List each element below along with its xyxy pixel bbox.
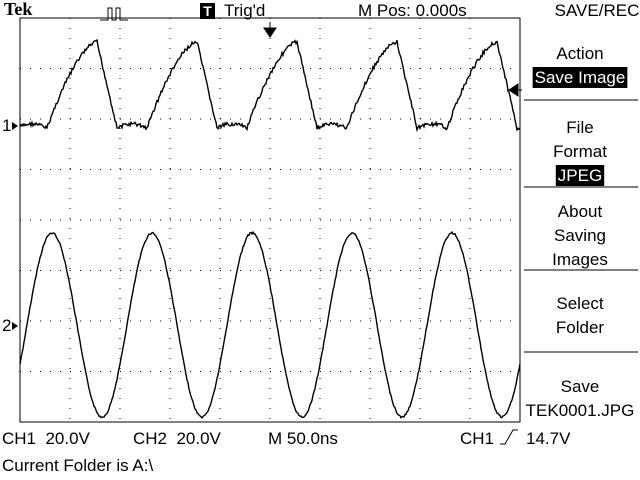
ch2-scale: CH2 20.0V xyxy=(133,429,222,448)
menu-title: SAVE/REC xyxy=(555,1,640,20)
trigger-badge: T xyxy=(203,3,212,19)
graticule-frame xyxy=(19,17,521,423)
menu-label: Save xyxy=(561,377,600,396)
trigger-position-arrow xyxy=(263,22,277,38)
position: M Pos: 0.000s xyxy=(358,1,467,20)
current-folder: Current Folder is A:\ xyxy=(2,456,153,475)
trigger-level: 14.7V xyxy=(526,429,571,448)
trigger-slope-icon xyxy=(500,429,518,445)
menu-label: Saving xyxy=(554,226,606,245)
graticule xyxy=(20,18,520,422)
channel-marker: 1 xyxy=(2,116,11,135)
brand: Tek xyxy=(4,0,32,19)
menu-label: Folder xyxy=(556,318,605,337)
timebase: M 50.0ns xyxy=(268,429,338,448)
trigger-status: Trig'd xyxy=(224,1,265,20)
acquire-icon xyxy=(100,7,128,21)
side-menu: Action Save Image File Format JPEG About Savin… xyxy=(524,44,638,420)
menu-label: File xyxy=(566,118,593,137)
trigger-badge-box xyxy=(200,3,215,19)
menu-selected-box xyxy=(555,165,605,186)
waveform-ch2 xyxy=(19,230,521,419)
menu-label: TEK0001.JPG xyxy=(526,401,635,420)
menu-label: Select xyxy=(556,294,604,313)
channel-arrow xyxy=(12,322,18,330)
channel-arrow xyxy=(12,122,18,130)
menu-selected: Save Image xyxy=(535,68,626,87)
menu-selected: JPEG xyxy=(558,166,602,185)
channel-marker: 2 xyxy=(2,316,11,335)
trigger-level-arrow xyxy=(508,83,522,97)
menu-selected-box xyxy=(532,67,628,88)
menu-label: Format xyxy=(553,142,607,161)
menu-label: About xyxy=(558,202,603,221)
menu-label: Images xyxy=(552,250,608,269)
trigger-source: CH1 xyxy=(460,429,494,448)
waveform-ch1 xyxy=(19,38,521,133)
ch1-scale: CH1 20.0V xyxy=(2,429,91,448)
menu-label: Action xyxy=(556,44,603,63)
